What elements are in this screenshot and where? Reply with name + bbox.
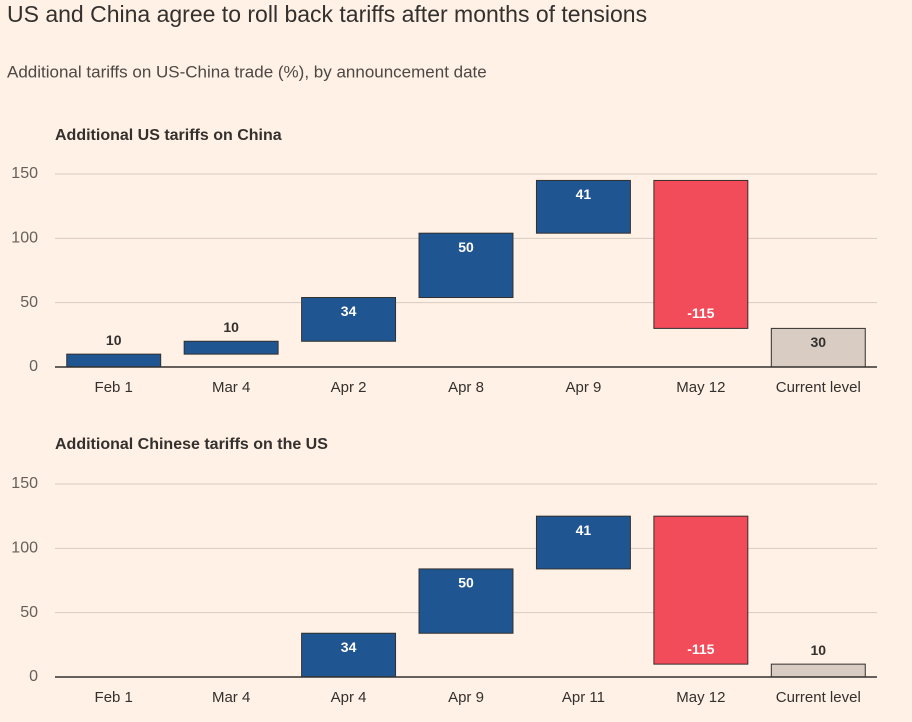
y-tick-label: 100 [11,540,38,557]
x-tick-label: Mar 4 [212,689,250,706]
y-tick-label: 0 [29,358,38,375]
panel-title: Additional Chinese tariffs on the US [55,436,328,453]
value-label: 34 [341,303,357,319]
panel-title: Additional US tariffs on China [55,127,282,144]
y-tick-label: 100 [11,230,38,247]
y-tick-label: 150 [11,475,38,492]
x-tick-label: Apr 11 [562,689,605,706]
y-tick-label: 0 [29,668,38,685]
x-tick-label: Current level [776,379,861,396]
x-tick-label: Apr 2 [331,379,367,396]
x-tick-label: Current level [776,689,861,706]
bar [418,232,514,299]
value-label: 41 [576,522,592,538]
y-tick-label: 50 [20,604,38,621]
bar [418,568,514,634]
subtitle: Additional tariffs on US-China trade (%)… [7,62,487,81]
x-tick-label: May 12 [676,379,725,396]
bar [66,353,162,368]
value-label: 34 [341,639,357,655]
x-tick-label: Feb 1 [95,379,133,396]
value-label: 10 [810,642,826,658]
x-tick-label: Mar 4 [212,379,250,396]
bar [301,297,397,342]
value-label: -115 [687,641,714,657]
x-tick-label: Apr 9 [565,379,601,396]
x-tick-label: Apr 4 [331,689,367,706]
bar [183,340,279,355]
bar [770,327,866,368]
x-tick-label: Feb 1 [95,689,133,706]
value-label: 30 [810,334,826,350]
value-label: 50 [458,575,474,591]
title: US and China agree to roll back tariffs … [7,1,647,27]
value-label: 41 [576,186,592,202]
bar [535,179,631,234]
value-label: -115 [687,305,714,321]
y-tick-label: 150 [11,165,38,182]
value-label: 10 [223,319,239,335]
x-tick-label: May 12 [676,689,725,706]
x-tick-label: Apr 9 [448,689,484,706]
bar [770,663,866,678]
bar [653,515,749,665]
x-tick-label: Apr 8 [448,379,484,396]
bar [653,179,749,329]
bar [301,632,397,678]
value-label: 50 [458,239,474,255]
y-tick-label: 50 [20,294,38,311]
bar [535,515,631,570]
value-label: 10 [106,332,122,348]
